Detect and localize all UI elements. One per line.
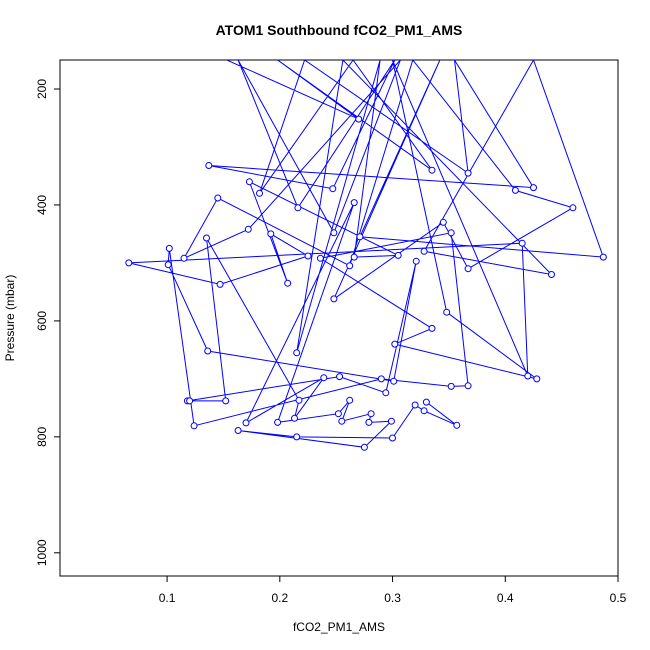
data-point: [389, 434, 396, 442]
data-point: [330, 295, 338, 303]
data-point: [411, 401, 419, 409]
y-tick-label: 800: [35, 427, 49, 447]
data-point: [367, 410, 375, 418]
data-point: [222, 397, 230, 405]
chart-title: ATOM1 Southbound fCO2_PM1_AMS: [216, 22, 463, 38]
data-point: [360, 443, 368, 451]
data-point: [329, 185, 337, 193]
data-point: [350, 253, 358, 261]
data-point: [420, 247, 428, 255]
data-point: [382, 389, 390, 397]
data-point: [186, 397, 194, 405]
data-point: [316, 254, 324, 262]
data-point: [464, 169, 472, 177]
y-tick-label: 200: [35, 79, 49, 99]
y-tick-label: 1000: [35, 539, 49, 566]
plot-frame: [59, 59, 619, 577]
data-point: [428, 166, 436, 174]
data-point: [387, 417, 395, 425]
data-point: [530, 184, 537, 192]
data-point: [244, 225, 252, 233]
data-point: [203, 234, 210, 242]
data-point: [293, 349, 301, 357]
data-point: [394, 251, 402, 259]
data-point: [439, 218, 447, 226]
data-point: [569, 204, 577, 212]
data-point: [216, 280, 224, 288]
x-tick-label: 0.1: [159, 591, 176, 605]
data-point: [190, 422, 198, 430]
data-point: [356, 233, 364, 241]
data-point: [274, 418, 282, 426]
data-point: [422, 398, 430, 406]
data-point: [464, 382, 472, 390]
x-tick-label: 0.4: [497, 591, 514, 605]
data-point: [447, 382, 455, 390]
data-point: [464, 265, 472, 273]
data-point: [214, 194, 222, 202]
data-point: [320, 374, 328, 382]
x-tick-label: 0.3: [384, 591, 401, 605]
data-point: [204, 347, 212, 355]
data-point: [284, 279, 292, 287]
y-axis-label: Pressure (mbar): [3, 275, 17, 362]
data-point: [355, 115, 363, 123]
data-point: [293, 433, 301, 441]
series-line: [128, 60, 605, 448]
data-point: [390, 377, 398, 385]
series-points: [125, 115, 607, 451]
data-point: [336, 373, 344, 381]
data-point: [365, 418, 373, 426]
x-tick-label: 0.2: [271, 591, 288, 605]
data-point: [518, 239, 526, 247]
data-point: [165, 244, 173, 252]
data-point: [453, 421, 461, 429]
data-point: [447, 229, 455, 237]
data-point: [234, 427, 242, 434]
data-point: [377, 375, 385, 383]
data-point: [428, 324, 436, 332]
data-point: [548, 271, 555, 278]
data-point: [346, 396, 354, 404]
data-point: [346, 262, 354, 270]
data-point: [164, 261, 172, 269]
data-point: [304, 252, 312, 260]
data-point: [267, 230, 275, 238]
data-point: [511, 186, 519, 194]
data-point: [330, 229, 338, 237]
series-path: [125, 60, 607, 451]
data-point: [295, 396, 303, 404]
data-point: [350, 199, 358, 207]
data-point: [245, 178, 253, 186]
data-point: [256, 189, 263, 197]
data-point: [294, 204, 302, 212]
data-point: [533, 375, 541, 383]
data-point: [412, 257, 420, 265]
data-point: [334, 410, 342, 418]
x-tick-label: 0.5: [610, 591, 627, 605]
data-point: [180, 254, 188, 262]
y-tick-label: 400: [35, 195, 49, 215]
data-point: [420, 407, 428, 415]
data-point: [205, 162, 213, 169]
data-point: [599, 253, 607, 261]
y-tick-label: 600: [35, 311, 49, 331]
data-point: [125, 259, 133, 267]
y-axis: 200 400 600 800 1000: [35, 79, 60, 566]
data-point: [443, 308, 451, 316]
data-point: [338, 417, 346, 425]
data-point: [524, 372, 532, 380]
x-axis-label: fCO2_PM1_AMS: [293, 620, 385, 634]
data-point: [391, 340, 399, 348]
x-axis: 0.1 0.2 0.3 0.4 0.5: [159, 576, 627, 605]
data-point: [242, 419, 250, 427]
data-point: [291, 414, 298, 422]
